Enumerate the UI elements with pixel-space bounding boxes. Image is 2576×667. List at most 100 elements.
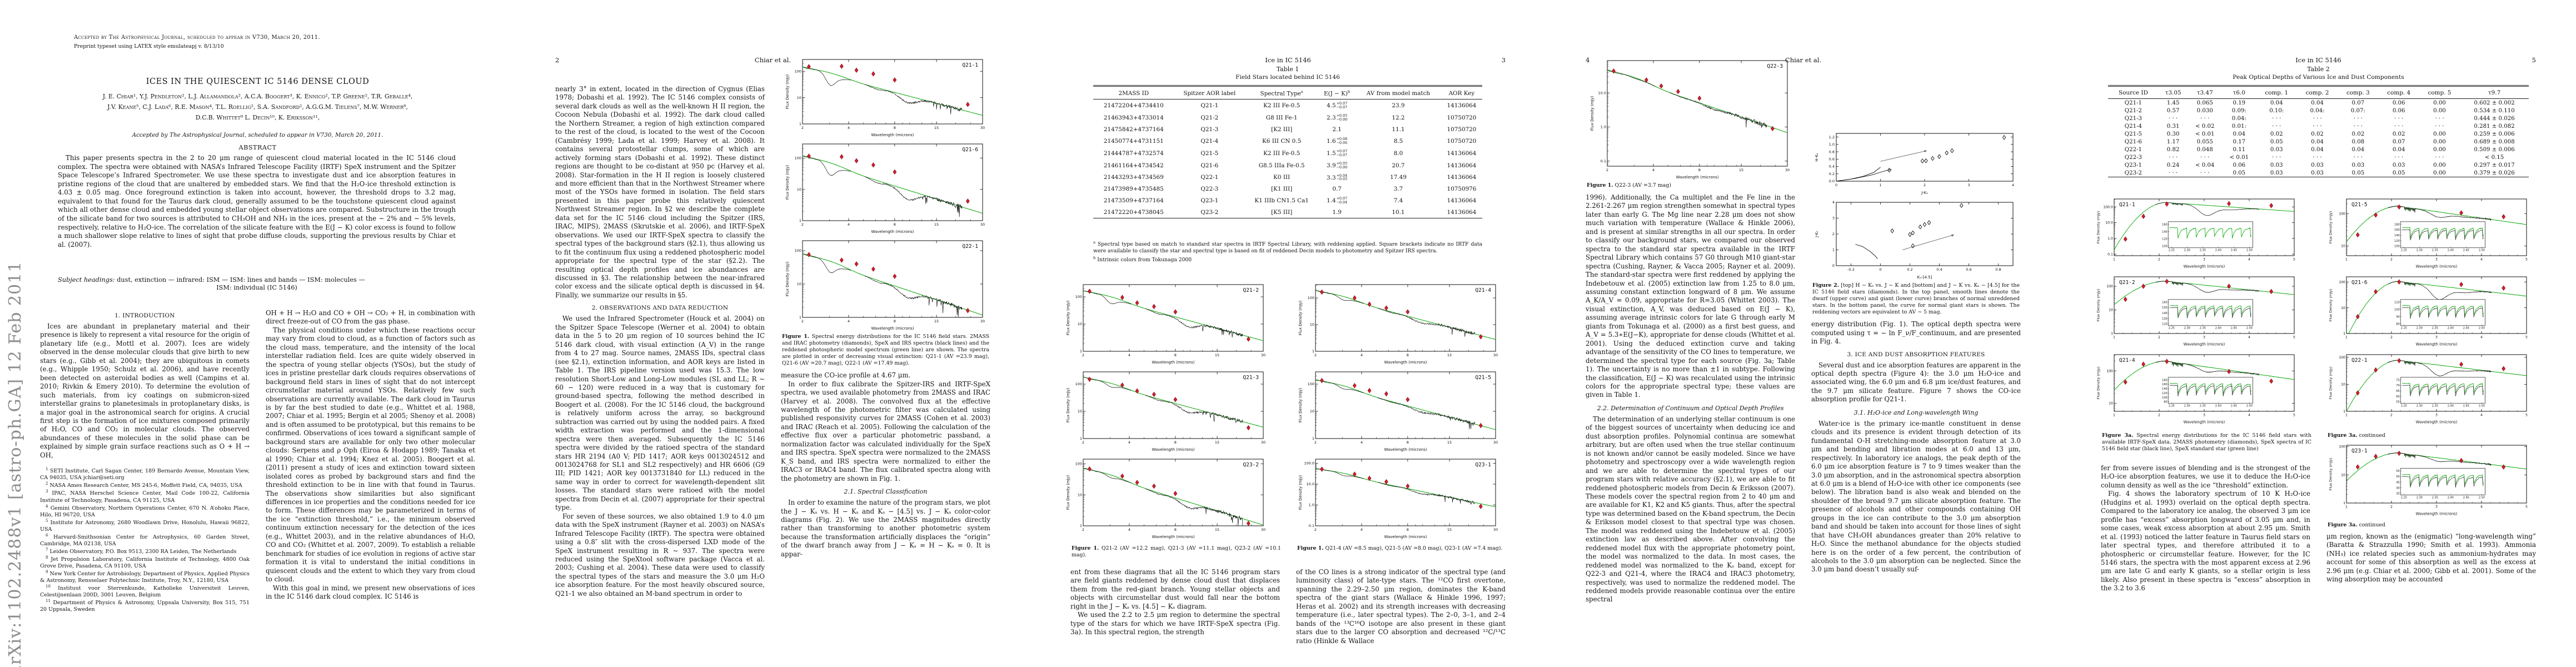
svg-text:1: 1 bbox=[2345, 336, 2348, 340]
column-header: 2MASS ID bbox=[1093, 86, 1174, 100]
table-cell: 0.00 bbox=[2433, 162, 2446, 168]
preprint-line: Preprint typeset using LATEX style emula… bbox=[74, 43, 224, 49]
table-cell: Q21-6 bbox=[2124, 138, 2142, 145]
color-color-plot-bottom: -0.2 0 0.2 0.4 0.6 0.8 0 1 2 3 4 Kₛ-[4.5] J-Kₛ bbox=[1814, 200, 2013, 280]
svg-text:1: 1 bbox=[799, 122, 801, 126]
table-cell: 14136064 bbox=[1447, 197, 1477, 205]
svg-text:1: 1 bbox=[1312, 349, 1314, 354]
page-5: Ice in IC 5146 5 Table 2 Peak Optical De… bbox=[2061, 0, 2576, 667]
sed-plot-q21-5: 2 4 8 15 30 1 10 100 Wavelength (microns) Flux De… bbox=[1298, 371, 1498, 452]
svg-text:10: 10 bbox=[2109, 308, 2113, 312]
svg-text:3: 3 bbox=[2203, 258, 2205, 262]
svg-text:4: 4 bbox=[847, 319, 849, 323]
svg-text:0.0: 0.0 bbox=[1828, 179, 1834, 183]
table-cell: [K2 III] bbox=[1271, 126, 1293, 133]
subject-label: Subject headings: bbox=[58, 276, 115, 283]
table-cell: · · · bbox=[2353, 123, 2363, 130]
svg-text:4: 4 bbox=[2480, 258, 2483, 262]
svg-text:140: 140 bbox=[2394, 234, 2400, 237]
svg-text:80: 80 bbox=[2396, 323, 2399, 326]
table-cell: Q21-3 bbox=[2124, 115, 2142, 122]
page-4: 4 Chiar et al. 2 4 8 15 30 0.1 1.0 10.0 Waveleng… bbox=[1546, 0, 2061, 667]
table-cell: [K1 III] bbox=[1271, 186, 1293, 193]
table-cell: · · · bbox=[2394, 154, 2404, 161]
svg-text:5: 5 bbox=[2293, 258, 2295, 262]
column-header: τ3.05 bbox=[2158, 86, 2188, 99]
table-cell: · · · bbox=[2169, 154, 2178, 161]
body-text: The determination of an underlying stell… bbox=[1586, 415, 1795, 604]
svg-text:2: 2 bbox=[2158, 414, 2160, 417]
svg-text:15: 15 bbox=[934, 319, 938, 323]
svg-text:2.45: 2.45 bbox=[2463, 405, 2469, 408]
svg-text:4: 4 bbox=[847, 222, 849, 227]
table-cell: · · · bbox=[2272, 115, 2281, 122]
paragraph: Water-ice is the primary ice-mantle cons… bbox=[1811, 419, 2021, 574]
table-cell: 20.7 bbox=[1392, 162, 1405, 169]
svg-text:Flux Density (mJy): Flux Density (mJy) bbox=[785, 262, 790, 297]
svg-text:3: 3 bbox=[2203, 336, 2205, 340]
table1-footnotes: a Spectral type based on match to standa… bbox=[1093, 240, 1482, 265]
running-head: Ice in IC 5146 bbox=[2295, 56, 2341, 64]
table-cell: 0.06 bbox=[2392, 99, 2405, 106]
table-cell: 10.1 bbox=[1392, 209, 1405, 216]
svg-text:-0.2: -0.2 bbox=[1847, 267, 1855, 272]
svg-text:8: 8 bbox=[893, 126, 895, 130]
svg-text:100: 100 bbox=[2106, 369, 2113, 373]
table-cell: · · · bbox=[2169, 170, 2178, 176]
svg-text:Q23-1: Q23-1 bbox=[2351, 448, 2368, 454]
table-cell: · · · bbox=[2435, 115, 2444, 122]
svg-text:120: 120 bbox=[2162, 323, 2168, 326]
column-header: Spectral Typea bbox=[1245, 86, 1319, 100]
svg-text:Wavelength (microns): Wavelength (microns) bbox=[1384, 535, 1427, 539]
table-cell: 0.07 bbox=[2392, 138, 2405, 145]
svg-text:8: 8 bbox=[893, 319, 895, 323]
svg-text:1: 1 bbox=[2113, 336, 2115, 340]
svg-text:1: 1 bbox=[2343, 332, 2345, 336]
sed-plot-q22-3: 2 4 8 15 30 0.1 1.0 10.0 Wavelength (microns) Flu… bbox=[1590, 60, 1790, 180]
svg-text:J-Kₛ: J-Kₛ bbox=[1814, 231, 1819, 238]
svg-text:2.35: 2.35 bbox=[2432, 327, 2438, 330]
svg-text:1.0: 1.0 bbox=[1600, 125, 1606, 130]
svg-text:Q23-2: Q23-2 bbox=[1243, 462, 1259, 468]
svg-text:30: 30 bbox=[1785, 168, 1789, 172]
svg-text:2.45: 2.45 bbox=[2463, 249, 2469, 252]
body-text: 1996). Additionally, the Ca multiplet an… bbox=[1586, 193, 1795, 400]
table-cell: 0.509 ± 0.006 bbox=[2474, 146, 2515, 153]
svg-text:2.25: 2.25 bbox=[2169, 405, 2175, 408]
abstract-heading: ABSTRACT bbox=[238, 144, 277, 151]
footnote: 2 NASA Ames Research Center, MS 245-6, M… bbox=[46, 481, 242, 489]
footnote: 3 IPAC, NASA Herschel Science Center, Ma… bbox=[40, 489, 250, 504]
svg-text:10: 10 bbox=[796, 96, 801, 100]
page-number: 2 bbox=[555, 56, 560, 64]
table-row: 21461164+4734542 Q21-6 G8.5 IIIa Fe-0.5 3.9… bbox=[1093, 160, 1482, 172]
svg-text:2.40: 2.40 bbox=[2448, 249, 2454, 252]
svg-text:Q23-1: Q23-1 bbox=[1475, 462, 1491, 468]
svg-text:Q21-6: Q21-6 bbox=[962, 147, 978, 153]
svg-text:4: 4 bbox=[1361, 353, 1363, 357]
table-cell: K0 III bbox=[1273, 174, 1291, 181]
table-row: Q23-2 · · · · · · 0.05 0.03 0.03 0.05 0.05 0.00 0… bbox=[2108, 169, 2529, 177]
svg-text:1: 1 bbox=[799, 315, 801, 320]
figure2-caption: Figure 2. [top] H − Kₛ vs. J − K and [bo… bbox=[1812, 282, 2020, 316]
paragraph: We used the Infrared Spectrometer (Houck… bbox=[555, 315, 765, 512]
svg-text:30: 30 bbox=[1493, 353, 1498, 357]
svg-text:1: 1 bbox=[1080, 436, 1082, 441]
table-cell: 1.5 +0.07 −0.07 bbox=[1327, 148, 1348, 157]
svg-text:Q21-4: Q21-4 bbox=[2119, 357, 2135, 364]
svg-text:Wavelength (microns): Wavelength (microns) bbox=[2184, 265, 2225, 269]
table-cell: Q21-1 bbox=[1200, 102, 1219, 109]
table-cell: · · · bbox=[2353, 115, 2363, 122]
column-header: τ9.7 bbox=[2460, 86, 2529, 99]
svg-text:Wavelength (microns): Wavelength (microns) bbox=[871, 230, 914, 234]
sed-plot-q21-3: 2 4 8 15 30 1 10 100 Wavelength (microns) Flux De… bbox=[1066, 371, 1265, 452]
page2-right-column: 2 4 8 15 30 1 10 100 Wavelength (microns) Flux De… bbox=[781, 56, 990, 559]
svg-text:4: 4 bbox=[2480, 336, 2483, 340]
svg-text:2.35: 2.35 bbox=[2200, 405, 2206, 408]
svg-text:8: 8 bbox=[1407, 440, 1409, 445]
svg-text:5: 5 bbox=[2525, 505, 2528, 509]
svg-text:1: 1 bbox=[2345, 505, 2348, 509]
paragraph: Fig. 4 shows the laboratory spectrum of … bbox=[2101, 490, 2310, 593]
svg-text:4: 4 bbox=[1832, 200, 1834, 205]
svg-text:2.50: 2.50 bbox=[2479, 249, 2485, 252]
data-table: 2MASS ID Spitzer AOR label Spectral Typea E… bbox=[1093, 85, 1482, 219]
